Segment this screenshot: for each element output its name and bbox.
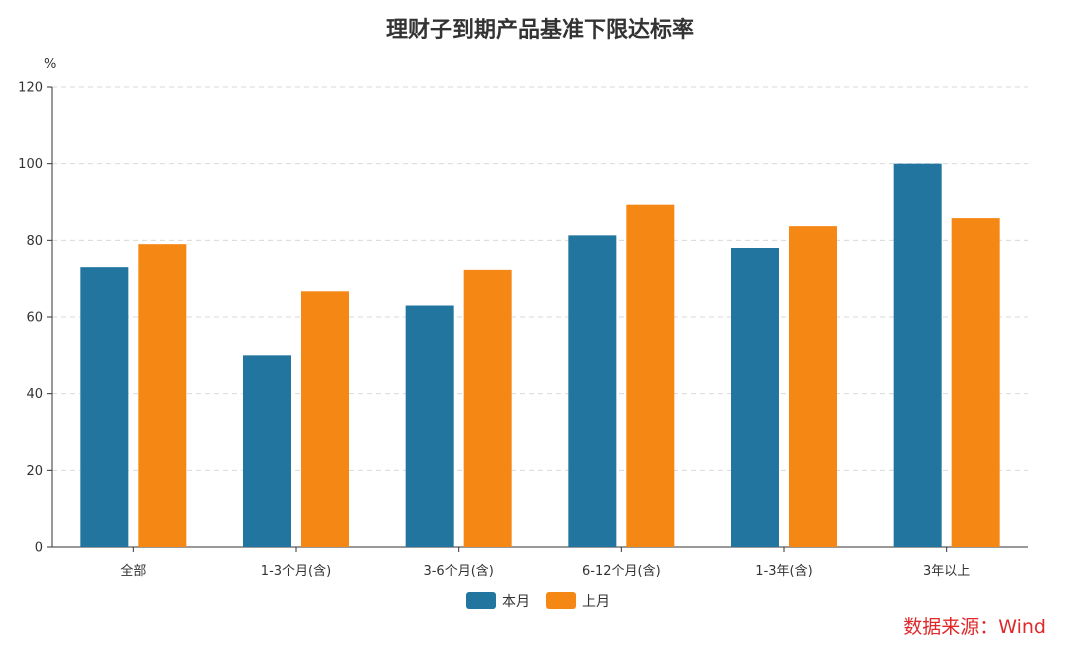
x-tick-label: 3年以上 <box>923 564 970 579</box>
bar-previous-month <box>301 291 349 547</box>
chart-title: 理财子到期产品基准下限达标率 <box>385 18 694 43</box>
bar-current-month <box>243 355 291 547</box>
y-tick-label: 120 <box>18 81 43 96</box>
data-source-note: 数据来源：Wind <box>903 616 1046 638</box>
x-tick-label: 全部 <box>120 563 146 579</box>
y-tick-label: 20 <box>26 464 43 479</box>
legend-label: 上月 <box>582 594 610 610</box>
bar-current-month <box>893 163 942 547</box>
legend[interactable]: 本月 上月 <box>466 592 610 610</box>
x-tick-label: 3-6个月(含) <box>423 563 493 579</box>
x-tick-label: 1-3个月(含) <box>261 563 331 579</box>
bar-previous-month <box>789 226 837 547</box>
y-axis-unit-label: % <box>44 57 56 72</box>
bar-current-month <box>405 305 454 547</box>
x-tick-labels: 全部 1-3个月(含) 3-6个月(含) 6-12个月(含) 1-3年(含) 3年以上 <box>120 563 970 579</box>
legend-item[interactable]: 本月 <box>466 592 530 610</box>
bar-previous-month <box>951 218 1000 547</box>
axes: % 0 20 40 60 80 100 120 <box>18 57 1028 556</box>
legend-swatch <box>546 592 576 609</box>
y-tick-label: 100 <box>18 157 43 172</box>
legend-item[interactable]: 上月 <box>546 592 610 610</box>
bar-current-month <box>731 248 779 547</box>
gridlines <box>52 86 1028 471</box>
y-tick-label: 60 <box>26 311 43 326</box>
bar-current-month <box>568 235 617 547</box>
y-tick-label: 0 <box>35 541 43 556</box>
y-tick-label: 80 <box>26 234 43 249</box>
bar-previous-month <box>138 244 187 547</box>
bar-previous-month <box>626 204 675 547</box>
legend-swatch <box>466 592 496 609</box>
y-tick-label: 40 <box>26 387 43 402</box>
x-tick-label: 1-3年(含) <box>755 563 812 579</box>
legend-label: 本月 <box>502 594 530 610</box>
bar-current-month <box>80 267 129 547</box>
bars <box>80 163 1000 547</box>
x-tick-label: 6-12个月(含) <box>582 563 661 579</box>
bar-previous-month <box>463 269 512 547</box>
